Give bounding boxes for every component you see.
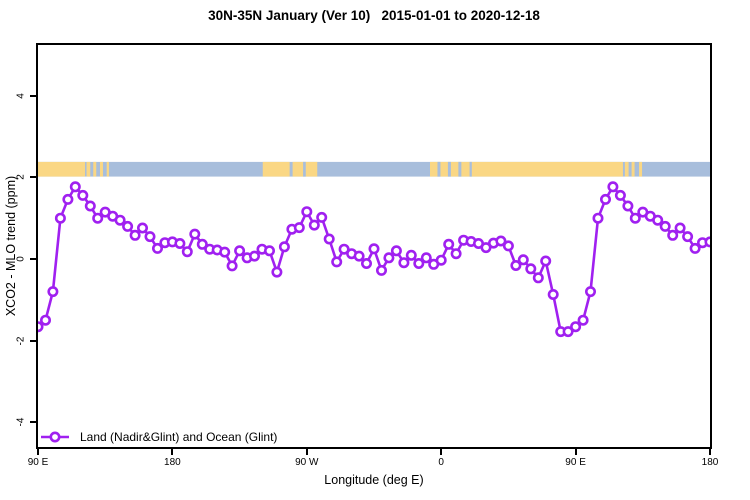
x-tick-label: 90 E [27, 457, 49, 468]
y-tick-mark [30, 421, 36, 424]
x-tick-mark [709, 449, 711, 455]
x-tick-label: 180 [701, 457, 719, 468]
plot-canvas [38, 161, 710, 338]
x-tick-mark [574, 449, 577, 455]
y-tick-mark [30, 176, 36, 179]
x-axis-label: Longitude (deg E) [324, 473, 424, 487]
x-tick-mark [171, 449, 174, 455]
y-tick-label: -2 [15, 336, 27, 346]
legend: Land (Nadir&Glint) and Ocean (Glint) [40, 430, 277, 444]
plot-area [36, 43, 712, 449]
y-tick-label: -4 [15, 417, 27, 427]
y-tick-mark [30, 339, 36, 342]
chart-title: 30N-35N January (Ver 10) 2015-01-01 to 2… [208, 8, 540, 23]
x-tick-label: 180 [164, 457, 181, 468]
y-tick-label: 4 [15, 93, 27, 99]
x-tick-mark [305, 449, 308, 455]
legend-marker-icon [41, 431, 69, 443]
x-tick-label: 0 [438, 457, 444, 468]
y-axis-label: XCO2 - MLO trend (ppm) [4, 175, 18, 317]
x-tick-label: 90 E [565, 457, 586, 468]
x-tick-mark [440, 449, 443, 455]
x-tick-label: 90 W [295, 457, 319, 468]
y-tick-mark [30, 94, 36, 97]
x-tick-mark [37, 449, 39, 455]
legend-label: Land (Nadir&Glint) and Ocean (Glint) [80, 430, 278, 444]
y-tick-mark [30, 258, 36, 260]
